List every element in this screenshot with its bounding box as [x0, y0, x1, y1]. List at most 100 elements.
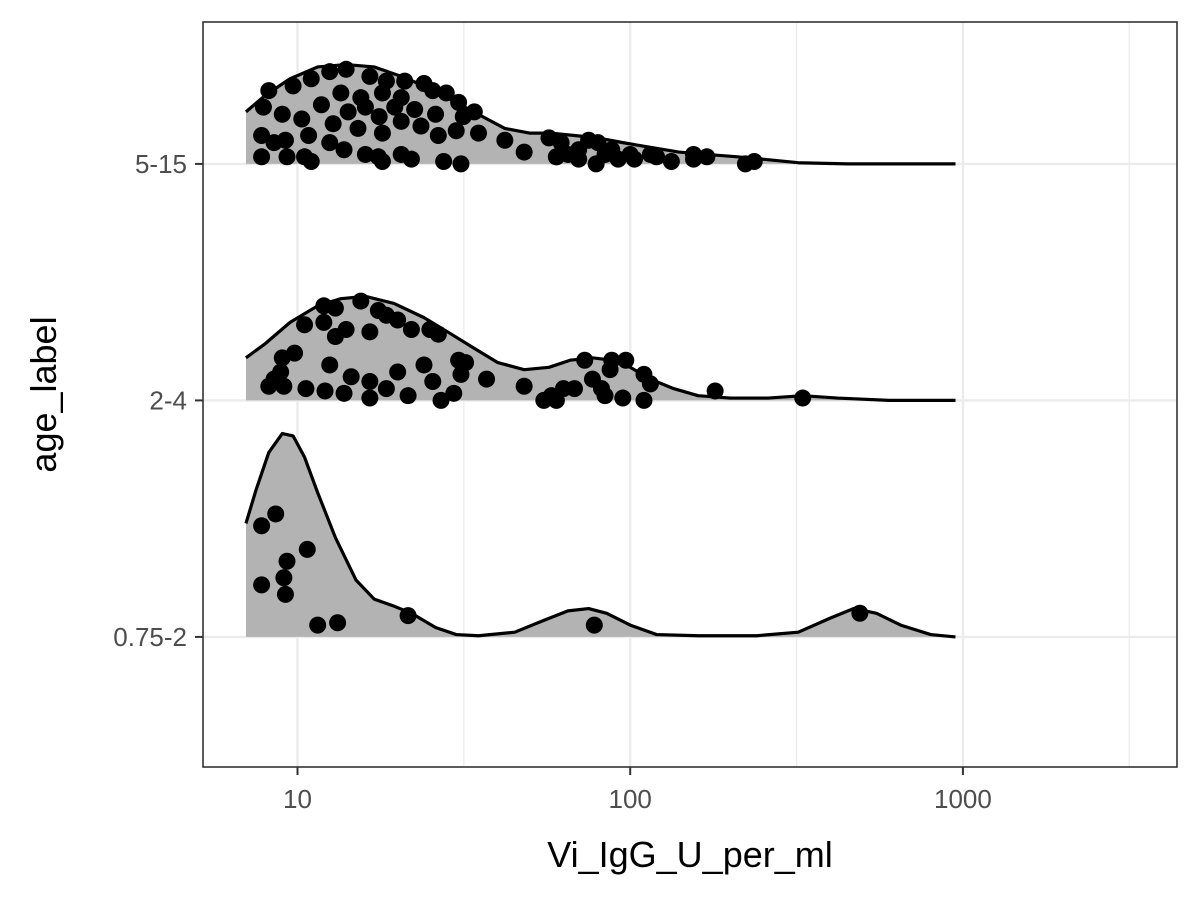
data-point: [437, 84, 455, 102]
data-point: [547, 391, 565, 409]
data-point: [535, 391, 553, 409]
data-point: [596, 145, 614, 163]
data-point: [373, 124, 391, 142]
data-point: [565, 380, 583, 398]
data-point: [332, 84, 350, 102]
data-point: [278, 148, 296, 166]
data-point: [326, 328, 344, 346]
data-point: [361, 67, 379, 85]
data-point: [429, 325, 447, 343]
x-tick-label: 10: [283, 784, 312, 814]
data-point: [293, 110, 311, 128]
data-point: [253, 148, 271, 166]
data-point: [432, 391, 450, 409]
data-point: [302, 153, 320, 171]
data-point: [435, 153, 453, 171]
data-point: [745, 153, 763, 171]
data-point: [321, 134, 339, 152]
data-point: [424, 82, 442, 100]
data-point: [276, 585, 294, 603]
data-point: [298, 540, 316, 558]
data-point: [406, 101, 424, 119]
data-point: [851, 604, 869, 622]
data-point: [356, 98, 374, 116]
data-point: [276, 131, 294, 149]
data-point: [286, 344, 304, 362]
panel-border: [202, 21, 1178, 768]
data-point: [698, 148, 716, 166]
data-point: [370, 108, 388, 126]
data-point: [399, 607, 417, 625]
ridge-fill-0.75-2: [245, 433, 956, 637]
data-point: [321, 356, 339, 374]
data-point: [392, 112, 410, 130]
data-point: [342, 368, 360, 386]
data-point: [445, 384, 463, 402]
y-tick-label: 0.75-2: [113, 622, 187, 652]
data-point: [329, 614, 347, 632]
data-point: [450, 93, 468, 111]
data-point: [352, 292, 370, 310]
data-point: [300, 127, 318, 145]
data-point: [447, 122, 465, 140]
data-point: [361, 372, 379, 390]
y-tick-label: 5-15: [135, 149, 187, 179]
data-point: [335, 141, 353, 159]
data-point: [253, 517, 271, 535]
data-point: [316, 382, 334, 400]
y-axis-title: age_label: [23, 316, 64, 472]
data-point: [576, 351, 594, 369]
data-point: [496, 131, 514, 149]
data-point: [309, 616, 327, 634]
data-point: [386, 98, 404, 116]
data-point: [253, 576, 271, 594]
data-point: [253, 127, 271, 145]
data-point: [373, 153, 391, 171]
data-point: [389, 363, 407, 381]
data-point: [427, 105, 445, 123]
data-point: [361, 389, 379, 407]
data-point: [399, 387, 417, 405]
data-point: [570, 150, 588, 168]
data-point: [321, 63, 339, 81]
data-point: [648, 148, 666, 166]
data-point: [412, 117, 430, 135]
data-point: [312, 96, 330, 114]
data-point: [617, 351, 635, 369]
data-point: [361, 323, 379, 341]
data-point: [278, 552, 296, 570]
data-point: [794, 389, 812, 407]
data-point: [635, 391, 653, 409]
data-point: [272, 363, 290, 381]
data-point: [402, 150, 420, 168]
data-point: [614, 389, 632, 407]
data-point: [267, 505, 285, 523]
data-point: [452, 155, 470, 173]
data-point: [389, 311, 407, 329]
data-point: [596, 387, 614, 405]
ridge-line-0.75-2: [244, 431, 956, 639]
data-point: [454, 108, 472, 126]
data-point: [452, 365, 470, 383]
data-point: [260, 82, 278, 100]
x-axis: 10 100 1000: [283, 767, 992, 814]
data-points: [253, 60, 869, 634]
data-point: [339, 103, 357, 121]
ridge-line-2-4: [245, 294, 956, 403]
data-point: [349, 119, 367, 137]
data-point: [324, 115, 342, 133]
x-tick-label: 100: [609, 784, 652, 814]
data-point: [337, 60, 355, 78]
data-point: [641, 375, 659, 393]
y-tick-label: 2-4: [149, 385, 187, 415]
data-point: [296, 316, 314, 334]
data-point: [625, 150, 643, 168]
ridge-fill-2-4: [245, 296, 956, 401]
data-point: [470, 124, 488, 142]
data-point: [396, 72, 414, 90]
data-point: [373, 84, 391, 102]
data-point: [335, 384, 353, 402]
data-point: [315, 313, 333, 331]
data-point: [515, 143, 533, 161]
